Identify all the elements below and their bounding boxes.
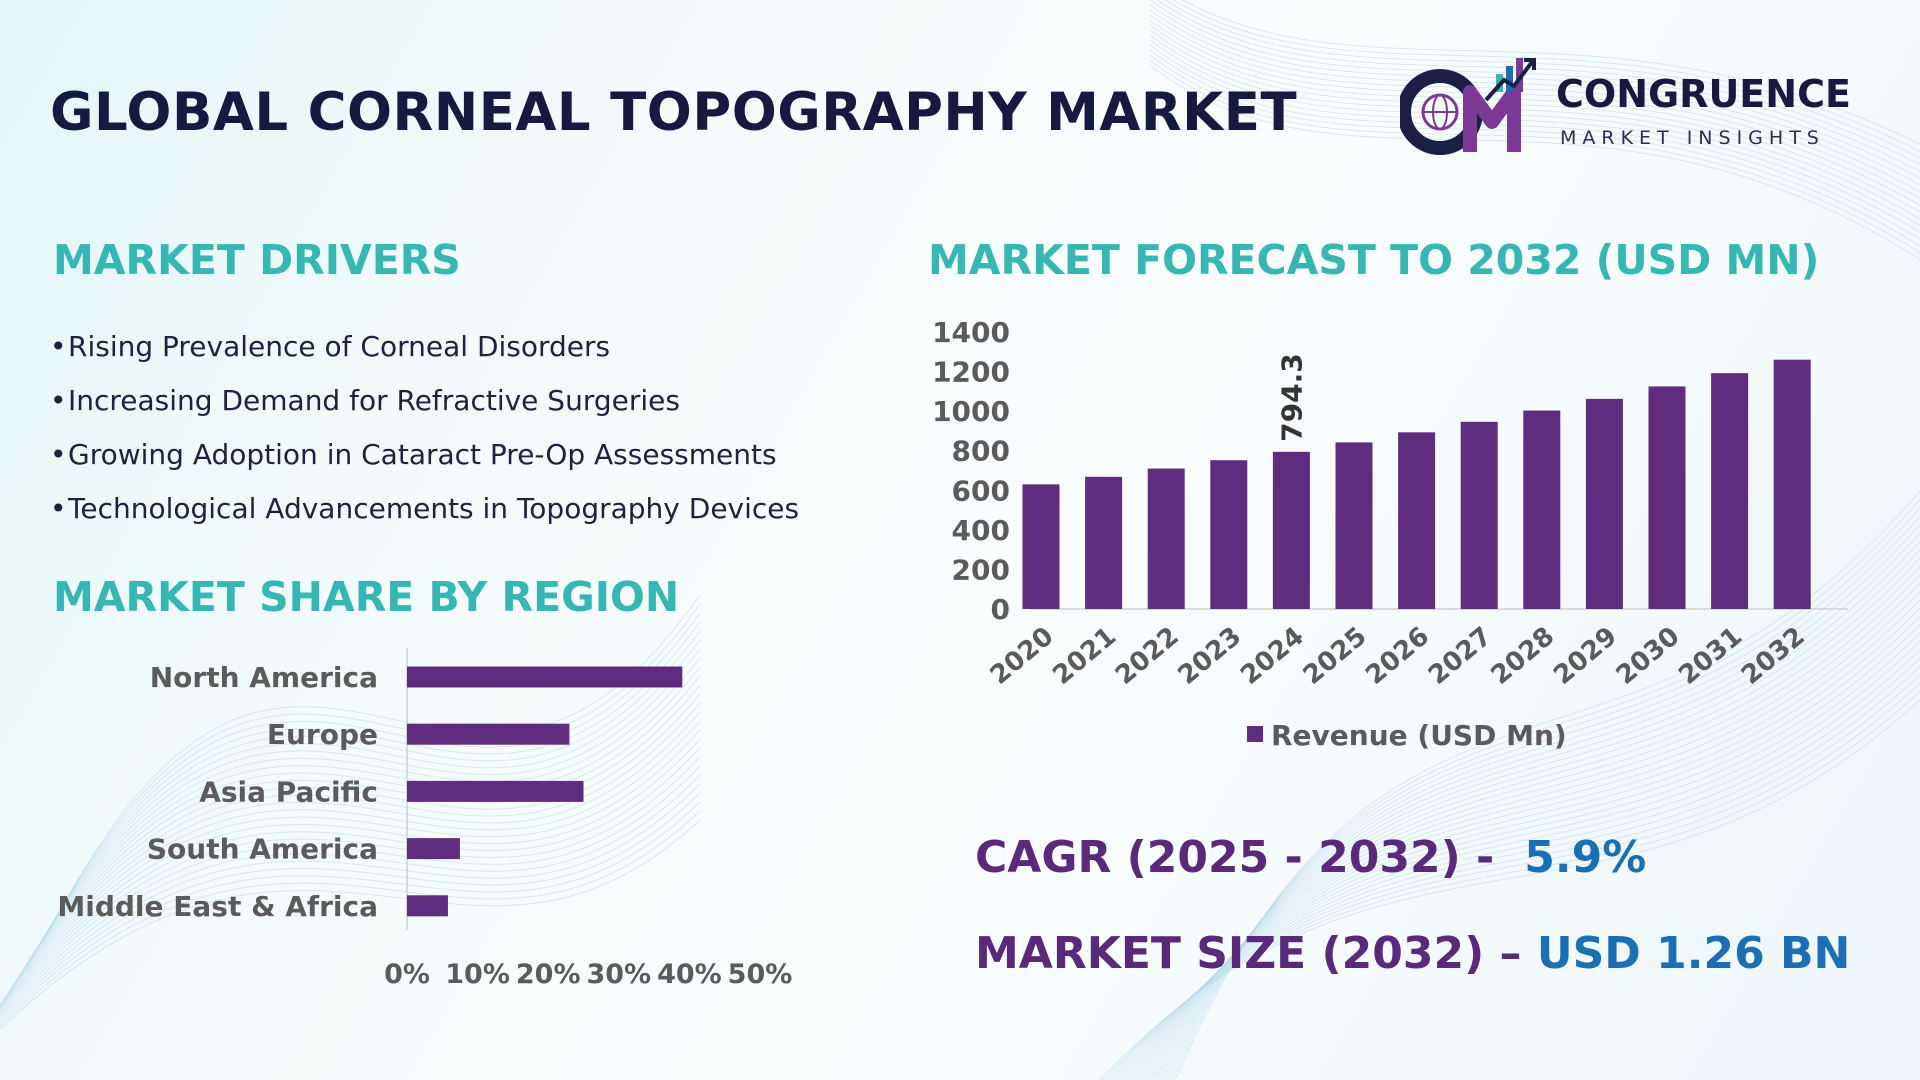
forecast-bar xyxy=(1272,451,1310,609)
y-tick-label: 1000 xyxy=(932,395,1010,428)
region-bar xyxy=(407,723,570,745)
forecast-bar xyxy=(1210,460,1248,609)
forecast-bar xyxy=(1085,476,1123,609)
y-tick-label: 600 xyxy=(952,474,1010,507)
bullet-icon: • xyxy=(50,492,67,525)
x-tick-label: 0% xyxy=(384,959,430,990)
forecast-bar xyxy=(1147,468,1185,609)
forecast-bar xyxy=(1022,484,1060,609)
market-drivers-heading: MARKET DRIVERS xyxy=(53,236,461,284)
region-label: Europe xyxy=(267,718,378,751)
forecast-bar xyxy=(1335,442,1373,609)
y-tick-label: 400 xyxy=(952,514,1010,547)
bullet-icon: • xyxy=(50,330,67,363)
driver-text: Technological Advancements in Topography… xyxy=(68,492,800,525)
forecast-bar xyxy=(1711,373,1749,609)
cm-logo-icon xyxy=(1400,58,1536,155)
data-label: 794.3 xyxy=(1275,353,1308,442)
forecast-bar xyxy=(1523,410,1561,609)
brand-logo: CONGRUENCE MARKET INSIGHTS xyxy=(1400,52,1870,162)
region-bar xyxy=(407,780,584,802)
cagr-label: CAGR (2025 - 2032) - xyxy=(975,832,1495,883)
forecast-bar xyxy=(1648,386,1686,609)
forecast-bar xyxy=(1398,432,1436,609)
x-tick-label: 40% xyxy=(657,959,722,990)
logo-tagline: MARKET INSIGHTS xyxy=(1560,127,1825,149)
x-tick-label: 10% xyxy=(445,959,510,990)
market-forecast-heading: MARKET FORECAST TO 2032 (USD MN) xyxy=(928,236,1820,284)
x-tick-label: 50% xyxy=(728,959,793,990)
driver-item: •Increasing Demand for Refractive Surger… xyxy=(50,374,799,428)
page-title: GLOBAL CORNEAL TOPOGRAPHY MARKET xyxy=(50,82,1298,143)
x-tick-label: 30% xyxy=(586,959,651,990)
region-label: South America xyxy=(147,833,378,866)
market-share-region-heading: MARKET SHARE BY REGION xyxy=(53,573,680,621)
driver-text: Growing Adoption in Cataract Pre-Op Asse… xyxy=(68,438,777,471)
region-bar xyxy=(407,838,460,860)
y-tick-label: 1400 xyxy=(932,316,1010,349)
market-size-value: USD 1.26 BN xyxy=(1536,928,1851,979)
y-tick-label: 800 xyxy=(952,435,1010,468)
bullet-icon: • xyxy=(50,438,67,471)
driver-text: Rising Prevalence of Corneal Disorders xyxy=(68,330,611,363)
region-bar xyxy=(407,666,683,688)
region-bar xyxy=(407,895,448,917)
legend-label: Revenue (USD Mn) xyxy=(1271,719,1567,752)
driver-item: •Technological Advancements in Topograph… xyxy=(50,482,799,536)
logo-name: CONGRUENCE xyxy=(1556,72,1851,116)
drivers-list: •Rising Prevalence of Corneal Disorders … xyxy=(50,320,799,536)
region-label: Middle East & Africa xyxy=(57,890,378,923)
legend-swatch xyxy=(1247,726,1263,742)
y-tick-label: 200 xyxy=(952,553,1010,586)
forecast-bar xyxy=(1460,421,1498,609)
driver-text: Increasing Demand for Refractive Surgeri… xyxy=(68,384,680,417)
market-size-stat: MARKET SIZE (2032) – USD 1.26 BN xyxy=(975,928,1850,979)
region-label: Asia Pacific xyxy=(199,775,378,808)
cagr-stat: CAGR (2025 - 2032) - 5.9% xyxy=(975,832,1646,883)
x-tick-label: 20% xyxy=(516,959,581,990)
driver-item: •Rising Prevalence of Corneal Disorders xyxy=(50,320,799,374)
region-label: North America xyxy=(150,661,378,694)
market-size-label: MARKET SIZE (2032) – xyxy=(975,928,1522,979)
y-tick-label: 1200 xyxy=(932,356,1010,389)
bullet-icon: • xyxy=(50,384,67,417)
cagr-value: 5.9% xyxy=(1524,832,1647,883)
y-tick-label: 0 xyxy=(991,593,1010,626)
driver-item: •Growing Adoption in Cataract Pre-Op Ass… xyxy=(50,428,799,482)
forecast-bar xyxy=(1773,359,1811,609)
forecast-bar xyxy=(1585,398,1623,609)
